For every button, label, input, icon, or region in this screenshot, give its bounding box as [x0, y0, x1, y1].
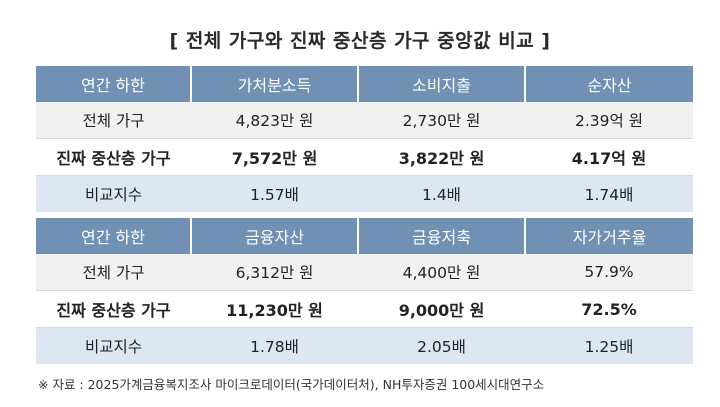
table-cell: 3,822만 원 [358, 138, 525, 176]
table-cell: 1.57배 [191, 175, 358, 212]
table-row: 진짜 중산층 가구 11,230만 원 9,000만 원 72.5% [36, 290, 693, 328]
table-row: 전체 가구 4,823만 원 2,730만 원 2.39억 원 [36, 102, 693, 139]
table-cell: 4,823만 원 [191, 102, 358, 139]
table-row: 전체 가구 6,312만 원 4,400만 원 57.9% [36, 254, 693, 291]
table-cell: 72.5% [525, 290, 693, 328]
row-label: 비교지수 [36, 327, 191, 364]
row-label: 전체 가구 [36, 254, 191, 291]
comparison-table: 연간 하한 가처분소득 소비지출 순자산 전체 가구 4,823만 원 2,73… [36, 66, 693, 364]
column-header: 금융자산 [190, 218, 358, 254]
table-row: 비교지수 1.78배 2.05배 1.25배 [36, 327, 693, 364]
table-cell: 7,572만 원 [191, 138, 358, 176]
table-cell: 57.9% [525, 254, 693, 291]
page-title: [ 전체 가구와 진짜 중산층 가구 중앙값 비교 ] [169, 30, 551, 52]
table-cell: 1.25배 [525, 327, 693, 364]
column-header: 가처분소득 [190, 66, 358, 102]
table-header-row: 연간 하한 가처분소득 소비지출 순자산 [36, 66, 693, 102]
row-label: 진짜 중산층 가구 [36, 138, 191, 176]
table-cell: 9,000만 원 [358, 290, 525, 328]
row-label: 진짜 중산층 가구 [36, 290, 191, 328]
column-header: 금융저축 [357, 218, 525, 254]
table-cell: 4.17억 원 [525, 138, 693, 176]
table-cell: 1.74배 [525, 175, 693, 212]
table-cell: 6,312만 원 [191, 254, 358, 291]
row-label: 전체 가구 [36, 102, 191, 139]
table-cell: 2,730만 원 [358, 102, 525, 139]
table-header-row: 연간 하한 금융자산 금융저축 자가거주율 [36, 218, 693, 254]
table-row: 진짜 중산층 가구 7,572만 원 3,822만 원 4.17억 원 [36, 138, 693, 176]
column-header: 연간 하한 [36, 218, 191, 254]
column-header: 순자산 [524, 66, 693, 102]
table-cell: 1.78배 [191, 327, 358, 364]
column-header: 소비지출 [357, 66, 525, 102]
table-cell: 2.39억 원 [525, 102, 693, 139]
column-header: 연간 하한 [36, 66, 191, 102]
table-cell: 2.05배 [358, 327, 525, 364]
table-cell: 1.4배 [358, 175, 525, 212]
row-label: 비교지수 [36, 175, 191, 212]
source-note: ※ 자료 : 2025가계금융복지조사 마이크로데이터(국가데이터처), NH투… [38, 377, 545, 392]
table-row: 비교지수 1.57배 1.4배 1.74배 [36, 175, 693, 212]
column-header: 자가거주율 [524, 218, 693, 254]
table-cell: 4,400만 원 [358, 254, 525, 291]
section-gap [36, 212, 693, 218]
table-cell: 11,230만 원 [191, 290, 358, 328]
